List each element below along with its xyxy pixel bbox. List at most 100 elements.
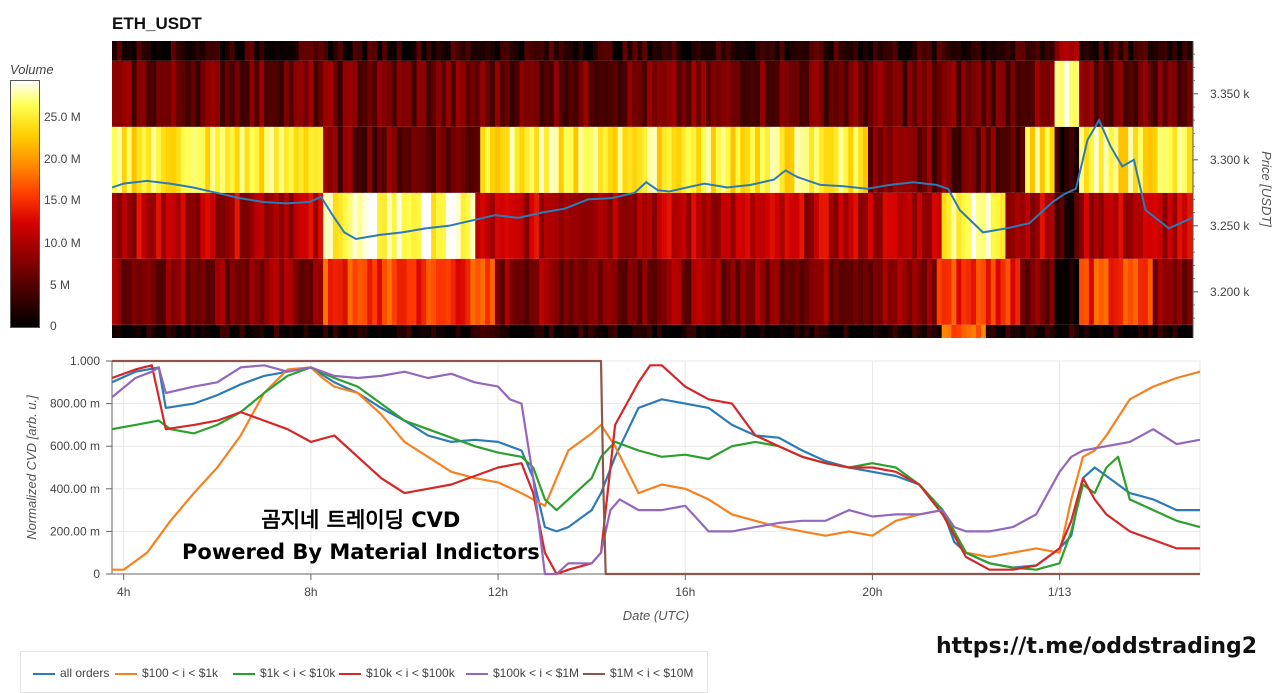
heatmap-cell [769, 41, 776, 61]
heatmap-cell [259, 126, 265, 193]
heatmap-cell [1152, 324, 1159, 338]
heatmap-cell [917, 41, 923, 61]
heatmap-cell [170, 258, 177, 325]
heatmap-cell [264, 126, 270, 193]
heatmap-cell [548, 192, 555, 259]
heatmap-cell [980, 258, 987, 325]
heatmap-cell [764, 126, 771, 193]
heatmap-cell [485, 41, 491, 61]
heatmap-cell [200, 126, 206, 193]
heatmap-cell [239, 324, 246, 338]
heatmap-cell [745, 41, 751, 61]
heatmap-cell [146, 324, 152, 338]
heatmap-cell [877, 258, 884, 325]
heatmap-cell [573, 41, 579, 61]
heatmap-cell [269, 41, 275, 61]
heatmap-cell [126, 324, 133, 338]
heatmap-cell [485, 60, 491, 127]
heatmap-cell [264, 60, 270, 127]
heatmap-cell [848, 60, 854, 127]
heatmap-cell [210, 192, 216, 259]
heatmap-cell [1054, 126, 1061, 193]
heatmap-cell [809, 258, 815, 325]
heatmap-cell [563, 258, 570, 325]
heatmap-cell [386, 60, 393, 127]
heatmap-cell [445, 324, 452, 338]
heatmap-cell [868, 324, 874, 338]
heatmap-cell [215, 258, 221, 325]
heatmap-cell [195, 41, 201, 61]
heatmap-cell [485, 258, 491, 325]
heatmap-cell [568, 324, 575, 338]
heatmap-cell [411, 126, 417, 193]
heatmap-cell [362, 60, 368, 127]
heatmap-cell [976, 324, 982, 338]
heatmap-cell [1000, 192, 1007, 259]
heatmap-cell [205, 258, 211, 325]
heatmap-cell [278, 41, 285, 61]
heatmap-cell [254, 60, 260, 127]
legend-item[interactable]: all orders [33, 666, 109, 680]
legend-item[interactable]: $1M < i < $10M [583, 666, 693, 680]
heatmap-cell [661, 41, 668, 61]
cvd-line-chart[interactable]: 4h 8h 12h 16h 20h 1/13 1.000 800.00 m 600.00 m 40… [0, 350, 1280, 630]
heatmap-cell [1103, 258, 1110, 325]
heatmap-cell [1059, 192, 1065, 259]
heatmap-cell [406, 41, 413, 61]
heatmap-cell [725, 126, 732, 193]
heatmap-cell [750, 41, 756, 61]
heatmap-cell [401, 60, 408, 127]
heatmap-cell [313, 324, 319, 338]
heatmap-cell [514, 324, 521, 338]
heatmap-cell [931, 126, 938, 193]
heatmap-cell [1030, 324, 1036, 338]
heatmap-cell [244, 126, 251, 193]
heatmap-cell [1123, 41, 1129, 61]
heatmap-cell [882, 60, 889, 127]
heatmap-cell [990, 126, 997, 193]
telegram-link[interactable]: https://t.me/oddstrading2 [936, 634, 1258, 659]
heatmap-cell [681, 258, 687, 325]
heatmap-cell [828, 126, 835, 193]
heatmap-cell [254, 258, 260, 325]
heatmap-cell [259, 258, 265, 325]
heatmap-cell [460, 324, 467, 338]
heatmap-cell [995, 60, 1002, 127]
heatmap-cell [730, 258, 737, 325]
heatmap-cell [843, 192, 849, 259]
heatmap-cell [112, 324, 118, 338]
heatmap-cell [131, 192, 138, 259]
heatmap-cell [627, 126, 633, 193]
heatmap-cell [278, 60, 285, 127]
heatmap-cell [1079, 60, 1085, 127]
heatmap-cell [588, 192, 594, 259]
heatmap-cell [578, 258, 584, 325]
heatmap-cell [568, 258, 575, 325]
heatmap-cell [313, 126, 319, 193]
heatmap-cell [382, 126, 388, 193]
heatmap-cell [1108, 126, 1115, 193]
heatmap-cell [396, 60, 403, 127]
heatmap-cell [323, 258, 329, 325]
heatmap-cell [1152, 258, 1159, 325]
heatmap-cell [170, 60, 177, 127]
legend-item[interactable]: $1k < i < $10k [233, 666, 335, 680]
heatmap-cell [794, 192, 800, 259]
price-heatmap[interactable]: 3.350 k 3.300 k 3.250 k 3.200 k Price [USDT] [112, 41, 1280, 341]
heatmap-cell [656, 192, 663, 259]
legend-item[interactable]: $100 < i < $1k [115, 666, 218, 680]
heatmap-cell [725, 258, 732, 325]
heatmap-cell [406, 258, 413, 325]
heatmap-cell [971, 258, 977, 325]
heatmap-cell [1138, 324, 1144, 338]
heatmap-cell [332, 324, 339, 338]
heatmap-cell [656, 126, 663, 193]
heatmap-cell [274, 60, 280, 127]
heatmap-cell [431, 258, 437, 325]
heatmap-cell [470, 324, 476, 338]
heatmap-cell [224, 60, 231, 127]
legend-item[interactable]: $10k < i < $100k [339, 666, 455, 680]
heatmap-cell [926, 60, 933, 127]
legend-item[interactable]: $100k < i < $1M [466, 666, 579, 680]
legend-swatch [115, 672, 137, 675]
